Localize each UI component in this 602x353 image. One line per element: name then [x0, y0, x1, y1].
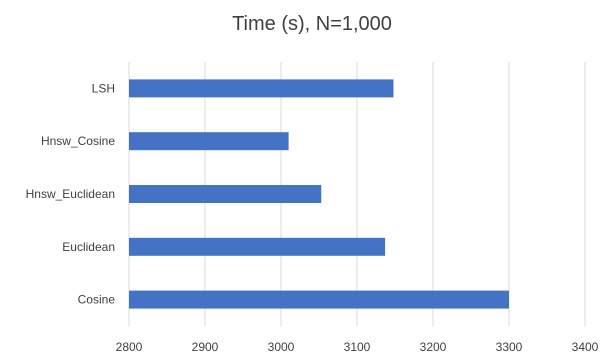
category-label: Hnsw_Euclidean: [26, 187, 115, 201]
category-labels: LSH Hnsw_Cosine Hnsw_Euclidean Euclidean Cos…: [26, 81, 116, 306]
category-label: LSH: [92, 81, 115, 95]
bar-lsh: [129, 79, 394, 98]
x-tick-labels: 2800 2900 3000 3100 3200 3300 3400: [116, 340, 599, 353]
chart-title: Time (s), N=1,000: [232, 13, 392, 35]
bar-hnsw-euclidean: [129, 185, 322, 203]
x-tick-label: 3100: [344, 340, 371, 353]
category-label: Cosine: [78, 293, 116, 307]
x-tick-label: 3200: [420, 340, 447, 353]
bar-hnsw-cosine: [129, 132, 289, 151]
category-label: Hnsw_Cosine: [41, 134, 115, 148]
bar-cosine: [129, 290, 509, 309]
x-tick-label: 3000: [268, 340, 295, 353]
x-tick-label: 2800: [116, 340, 143, 353]
x-tick-label: 3400: [572, 340, 599, 353]
bars: [129, 79, 509, 309]
x-tick-label: 2900: [192, 340, 219, 353]
x-tick-label: 3300: [496, 340, 523, 353]
category-label: Euclidean: [62, 240, 115, 254]
bar-euclidean: [129, 237, 386, 256]
